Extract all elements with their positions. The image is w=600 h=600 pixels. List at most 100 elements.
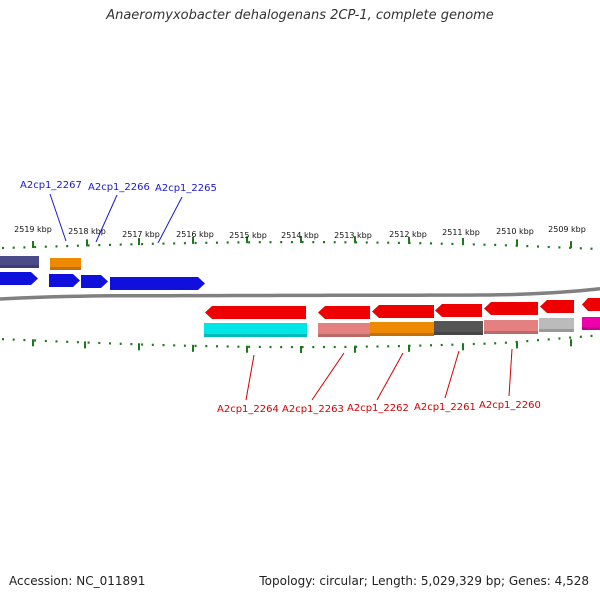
minor-tick-lower (397, 345, 400, 348)
gene-a2cp1-2261[interactable] (435, 304, 482, 317)
minor-tick-lower (579, 335, 582, 338)
gene-forward[interactable] (81, 275, 108, 288)
minor-tick-upper (141, 243, 144, 246)
minor-tick-upper (355, 241, 358, 244)
minor-tick-upper (76, 244, 79, 247)
gene-a2cp1-2260[interactable] (484, 302, 538, 315)
callout-line (444, 350, 460, 399)
minor-tick-upper (12, 246, 15, 249)
minor-tick-lower (344, 345, 347, 348)
minor-tick-upper (183, 242, 186, 245)
gene-a2cp1-2262[interactable] (372, 305, 434, 318)
minor-tick-lower (23, 339, 26, 342)
scale-tick-label: 2514 kbp (281, 231, 319, 240)
minor-tick-lower (248, 345, 251, 348)
gene-reverse-inner[interactable] (318, 323, 370, 337)
gene-label-bottom[interactable]: A2cp1_2260 (479, 400, 541, 411)
gene-label-top[interactable]: A2cp1_2267 (20, 180, 82, 191)
callout-line (245, 354, 255, 401)
minor-tick-upper (323, 241, 325, 244)
gene-reverse-inner[interactable] (539, 318, 574, 332)
backbone-line (0, 287, 600, 301)
minor-tick-lower (98, 341, 101, 345)
major-tick-lower (246, 345, 248, 353)
minor-tick-upper (23, 246, 26, 249)
gene-features (0, 256, 600, 337)
major-tick-lower (84, 341, 86, 349)
minor-tick-lower (280, 346, 283, 349)
gene-forward-outer[interactable] (50, 258, 81, 270)
gene-a2cp1-2265[interactable] (110, 277, 205, 290)
gene-label-top[interactable]: A2cp1_2265 (155, 183, 217, 194)
minor-tick-upper (430, 242, 432, 245)
major-tick-upper (86, 239, 88, 247)
scale-tick-label: 2510 kbp (496, 227, 534, 236)
gene-a2cp1-2263[interactable] (318, 306, 370, 319)
minor-tick-upper (312, 241, 315, 244)
minor-tick-lower (526, 340, 529, 343)
minor-tick-upper (55, 245, 58, 248)
minor-tick-lower (590, 334, 593, 337)
minor-tick-upper (98, 244, 101, 247)
minor-tick-lower (194, 344, 197, 347)
scale-labels: 2519 kbp 2518 kbp 2517 kbp 2516 kbp 2515 kbp… (14, 225, 586, 240)
scale-tick-marks (2, 236, 593, 353)
minor-tick-upper (87, 244, 90, 247)
minor-tick-lower (12, 338, 15, 341)
gene-label-bottom[interactable]: A2cp1_2262 (347, 403, 409, 414)
gene-reverse[interactable] (540, 300, 574, 313)
gene-reverse-inner[interactable] (370, 322, 434, 336)
minor-tick-lower (558, 337, 561, 340)
page-title: Anaeromyxobacter dehalogenans 2CP-1, com… (106, 8, 494, 23)
callout-line (49, 193, 67, 242)
minor-tick-upper (162, 242, 165, 245)
scale-tick-label: 2513 kbp (334, 231, 372, 240)
major-tick-lower (354, 345, 356, 353)
scale-tick-label: 2517 kbp (122, 230, 160, 239)
genome-backbone (0, 287, 600, 301)
callout-line (95, 194, 118, 243)
minor-tick-lower (387, 345, 390, 348)
minor-tick-upper (258, 241, 261, 244)
minor-tick-lower (483, 342, 486, 345)
minor-tick-lower (76, 341, 79, 344)
minor-tick-upper (419, 242, 422, 245)
gene-reverse-inner[interactable] (582, 317, 600, 330)
gene-reverse-inner[interactable] (204, 323, 307, 337)
minor-tick-lower (301, 346, 304, 349)
gene-label-bottom[interactable]: A2cp1_2261 (414, 402, 476, 413)
minor-tick-lower (151, 343, 154, 346)
topology-text: Topology: circular; Length: 5,029,329 bp… (259, 574, 589, 588)
minor-tick-lower (569, 336, 572, 339)
gene-label-top[interactable]: A2cp1_2266 (88, 182, 150, 193)
gene-reverse-inner[interactable] (484, 320, 538, 334)
minor-tick-lower (34, 339, 37, 342)
gene-a2cp1-2264[interactable] (205, 306, 306, 319)
gene-forward-outer[interactable] (0, 256, 39, 268)
minor-tick-lower (269, 345, 272, 349)
minor-tick-upper (440, 242, 443, 245)
minor-tick-upper (590, 247, 593, 250)
gene-reverse-inner[interactable] (434, 321, 483, 335)
major-tick-upper (570, 241, 572, 249)
minor-tick-upper (34, 245, 37, 249)
major-tick-lower (192, 344, 194, 352)
major-tick-upper (408, 236, 410, 244)
gene-a2cp1-2267[interactable] (0, 272, 38, 285)
minor-tick-upper (397, 241, 400, 244)
minor-tick-upper (109, 243, 111, 246)
scale-tick-label: 2512 kbp (389, 230, 427, 239)
minor-tick-lower (451, 343, 454, 346)
major-tick-lower (408, 344, 410, 352)
gene-label-bottom[interactable]: A2cp1_2264 (217, 404, 279, 415)
gene-reverse[interactable] (582, 298, 600, 311)
minor-tick-upper (558, 246, 561, 249)
minor-tick-upper (472, 243, 475, 246)
minor-tick-upper (205, 241, 208, 244)
minor-tick-upper (44, 245, 47, 248)
gene-a2cp1-2266[interactable] (49, 274, 80, 287)
gene-label-bottom[interactable]: A2cp1_2263 (282, 404, 344, 415)
major-tick-upper (516, 239, 518, 247)
minor-tick-upper (387, 241, 390, 244)
